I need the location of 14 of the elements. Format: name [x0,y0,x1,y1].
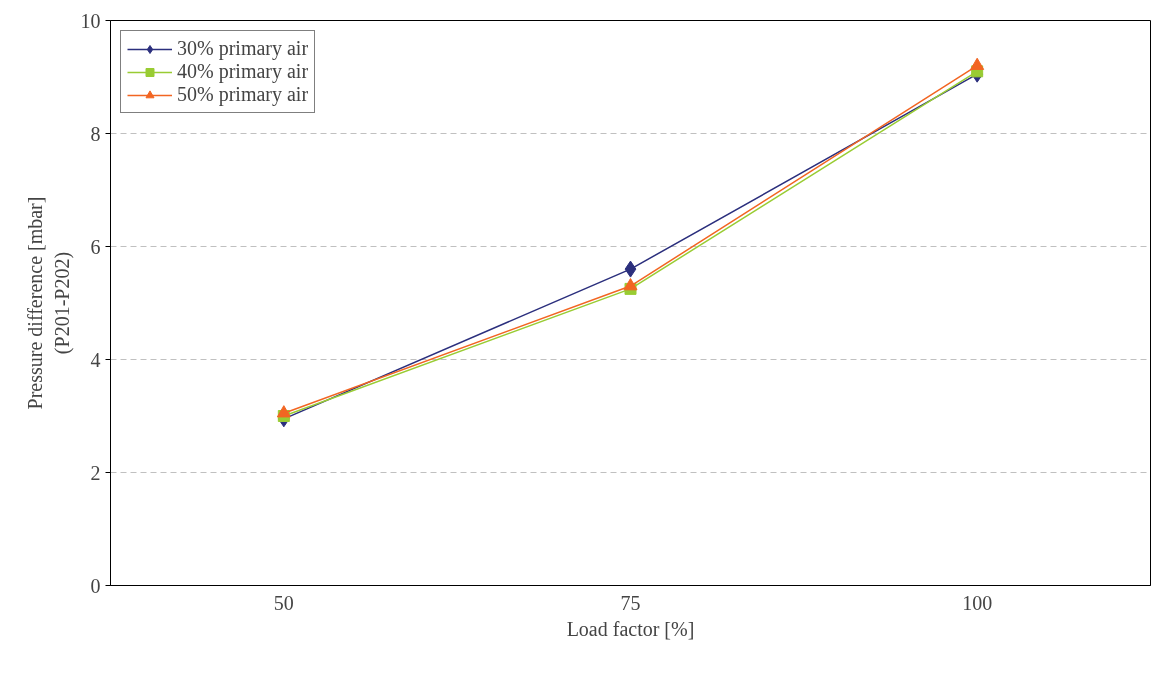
y-tick-label: 6 [90,235,101,258]
legend-label: 50% primary air [177,83,309,106]
y-axis-title: Pressure difference [mbar] (P201-P202) [24,196,74,410]
y-tick-label: 10 [80,9,101,32]
legend-label: 40% primary air [177,60,309,83]
y-tick-label: 8 [90,122,101,145]
x-tick-label: 100 [962,591,993,614]
y-tick-label: 4 [90,348,101,371]
y-tick-label: 2 [90,461,101,484]
legend-label: 30% primary air [177,37,309,60]
x-axis-title: Load factor [%] [566,617,695,640]
x-tick-label: 50 [273,591,294,614]
y-tick-label: 0 [90,574,101,597]
x-tick-label: 75 [620,591,641,614]
